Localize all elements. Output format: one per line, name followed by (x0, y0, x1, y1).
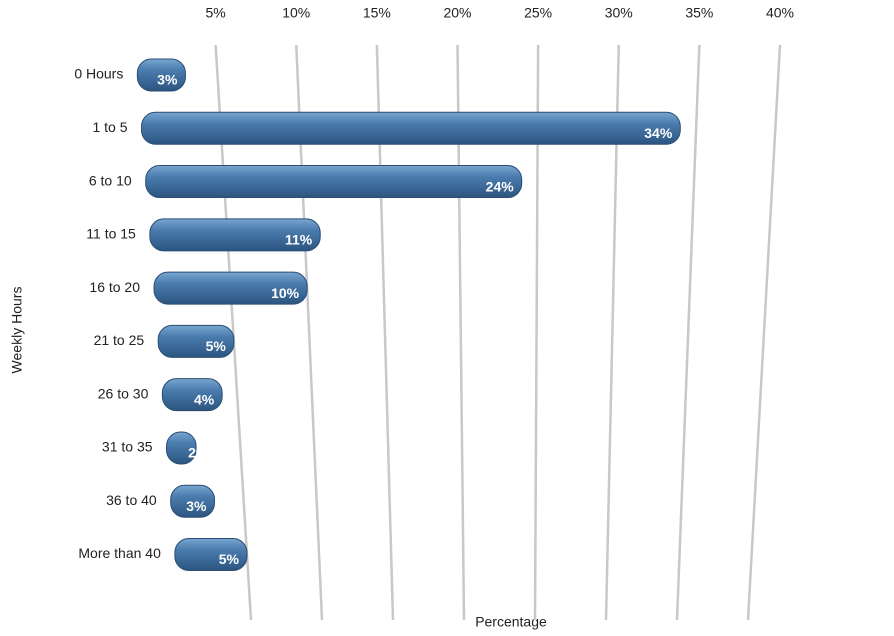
value-label: 34% (644, 125, 673, 141)
x-tick-label: 10% (282, 5, 310, 21)
bar (166, 431, 197, 465)
value-label: 5% (219, 551, 240, 567)
y-axis-label: Weekly Hours (9, 287, 25, 374)
value-label: 10% (271, 285, 300, 301)
bar (145, 165, 523, 199)
x-tick-label: 5% (206, 5, 226, 21)
y-tick-label: 31 to 35 (102, 439, 153, 455)
x-tick-label: 20% (443, 5, 471, 21)
x-tick-label: 30% (605, 5, 633, 21)
y-tick-label: 21 to 25 (94, 332, 145, 348)
y-tick-label: 16 to 20 (89, 279, 140, 295)
grid-line (746, 44, 782, 621)
value-label: 5% (206, 338, 227, 354)
y-tick-label: 36 to 40 (106, 492, 157, 508)
value-label: 3% (186, 498, 207, 514)
x-tick-label: 35% (685, 5, 713, 21)
value-label: 2% (188, 445, 209, 461)
grid (214, 44, 782, 621)
y-tick-label: 26 to 30 (98, 385, 149, 401)
x-axis-label: Percentage (475, 614, 547, 630)
bar (153, 271, 308, 305)
bar (141, 111, 681, 145)
x-tick-label: 15% (363, 5, 391, 21)
x-tick-label: 25% (524, 5, 552, 21)
value-label: 4% (194, 391, 215, 407)
y-tick-label: 1 to 5 (92, 119, 127, 135)
bar (157, 324, 235, 358)
value-label: 11% (285, 232, 313, 248)
value-label: 24% (486, 178, 515, 194)
bar (161, 378, 223, 412)
x-tick-label: 40% (766, 5, 794, 21)
y-tick-label: 11 to 15 (86, 226, 136, 242)
bar (136, 58, 186, 92)
bar (174, 538, 248, 572)
y-tick-label: 0 Hours (74, 66, 123, 82)
y-tick-label: 6 to 10 (89, 172, 132, 188)
grid-line (675, 44, 701, 621)
bar (170, 484, 215, 518)
y-tick-label: More than 40 (78, 545, 161, 561)
value-label: 3% (157, 72, 178, 88)
bar (149, 218, 321, 252)
